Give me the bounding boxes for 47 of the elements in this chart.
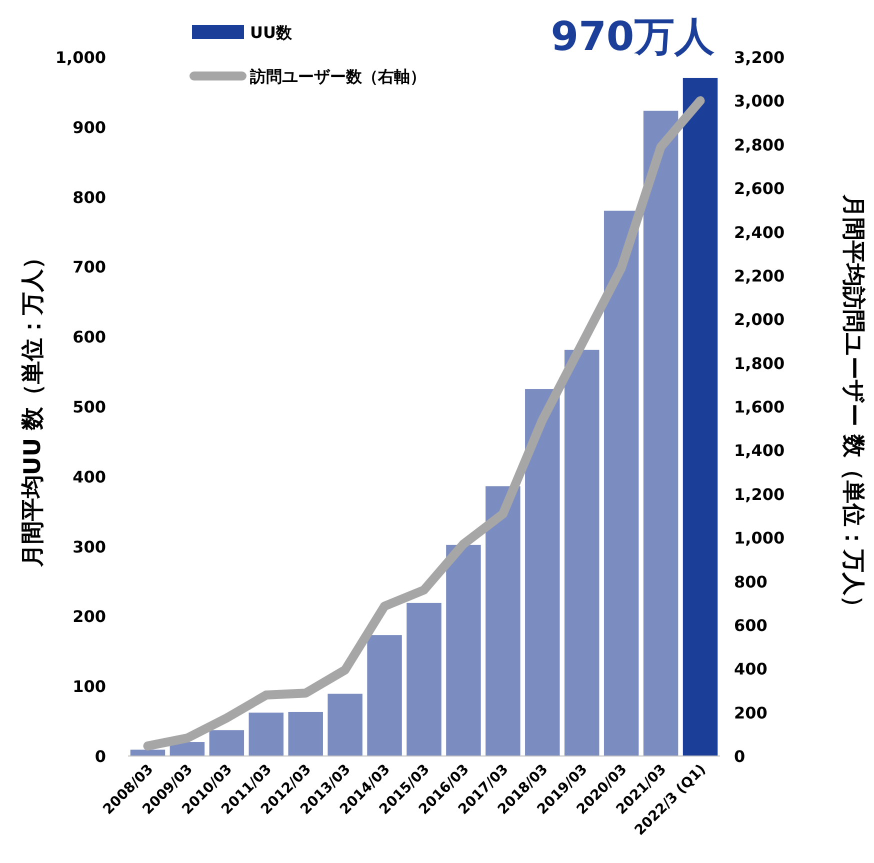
- bar: [288, 712, 323, 756]
- y2-tick-label: 1,000: [734, 528, 785, 548]
- bar: [604, 210, 639, 756]
- bar: [248, 712, 284, 756]
- bar: [209, 730, 244, 756]
- bar: [446, 544, 481, 756]
- bar: [682, 78, 718, 756]
- y2-tick-label: 1,400: [734, 441, 785, 460]
- y-tick-label: 800: [72, 188, 106, 207]
- y2-tick-label: 400: [734, 660, 768, 679]
- y2-tick-label: 2,800: [734, 135, 785, 154]
- y-tick-label: 200: [72, 607, 106, 626]
- y-tick-label: 700: [72, 258, 106, 277]
- y-tick-label: 400: [72, 467, 106, 486]
- annotation: 970万人: [550, 14, 716, 60]
- bar: [367, 635, 402, 756]
- y-tick-label: 1,000: [55, 48, 106, 67]
- y2-tick-label: 1,200: [734, 484, 785, 504]
- y2-tick-label: 2,000: [734, 310, 785, 330]
- y2-tick-label: 200: [734, 703, 768, 722]
- y2-tick-label: 2,200: [734, 266, 785, 286]
- y2-tick-label: 0: [734, 747, 746, 766]
- y-axis-title: 月間平均UU 数（単位：万人）: [20, 246, 46, 568]
- bar: [406, 602, 442, 756]
- y2-tick-label: 3,200: [734, 48, 785, 67]
- y2-tick-label: 2,600: [734, 179, 785, 198]
- y2-axis-title: 月間平均訪問ユーザー 数（単位：万人）: [840, 193, 867, 619]
- bar: [564, 350, 600, 756]
- y-tick-label: 300: [72, 537, 106, 556]
- bar: [643, 110, 678, 756]
- y2-tick-label: 2,400: [734, 222, 785, 242]
- y2-tick-label: 3,000: [734, 92, 785, 111]
- legend-label: 訪問ユーザー数（右軸）: [249, 67, 426, 86]
- y-tick-label: 100: [72, 677, 106, 696]
- y2-tick-label: 1,600: [734, 398, 785, 416]
- y-tick-label: 900: [72, 118, 106, 137]
- bar: [328, 694, 362, 756]
- y2-tick-label: 800: [734, 572, 768, 592]
- legend-label: UU数: [250, 23, 293, 42]
- y-tick-label: 500: [72, 398, 106, 416]
- y-tick-label: 0: [94, 747, 106, 766]
- y-tick-label: 600: [72, 328, 106, 347]
- y2-tick-label: 1,800: [734, 354, 785, 373]
- bar: [130, 750, 166, 756]
- y2-tick-label: 600: [734, 616, 768, 635]
- bar: [486, 486, 520, 756]
- bar: [525, 389, 560, 756]
